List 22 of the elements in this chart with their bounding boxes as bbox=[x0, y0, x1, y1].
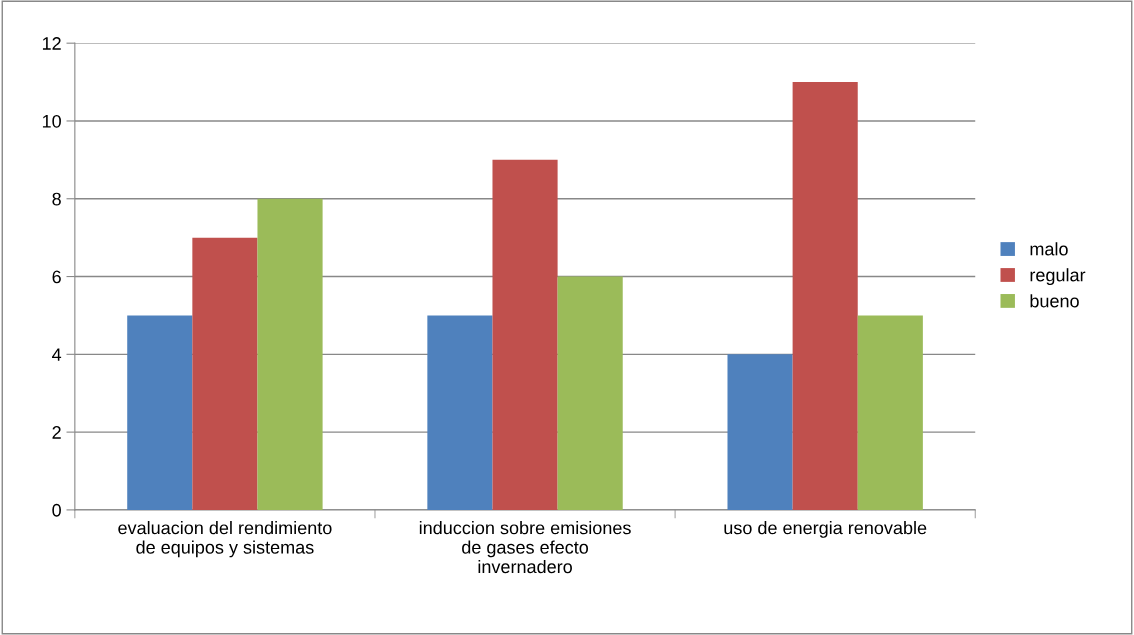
legend-label: malo bbox=[1030, 242, 1068, 256]
legend-label: bueno bbox=[1030, 294, 1079, 308]
y-tick-label: 2 bbox=[52, 426, 61, 439]
bar bbox=[192, 237, 258, 510]
bar bbox=[127, 315, 193, 510]
x-tick-label: uso de energia renovable bbox=[724, 521, 927, 538]
y-tick-label: 4 bbox=[52, 348, 62, 361]
bar bbox=[857, 315, 923, 510]
y-tick-label: 6 bbox=[52, 270, 61, 284]
bar bbox=[492, 159, 558, 510]
y-tick-label: 0 bbox=[52, 503, 61, 517]
bar bbox=[427, 315, 493, 510]
y-tick-label: 10 bbox=[42, 114, 61, 128]
y-tick-label: 8 bbox=[52, 192, 61, 206]
x-tick-label: induccion sobre emisiones de gases efecto invernadero bbox=[419, 521, 631, 574]
bar bbox=[557, 276, 623, 510]
y-tick-label: 12 bbox=[42, 37, 61, 50]
bar bbox=[727, 354, 793, 510]
bar bbox=[257, 198, 323, 510]
legend-label: regular bbox=[1030, 268, 1086, 286]
x-tick-label: evaluacion del rendimiento de equipos y sistemas bbox=[118, 521, 332, 558]
bar bbox=[792, 82, 858, 510]
